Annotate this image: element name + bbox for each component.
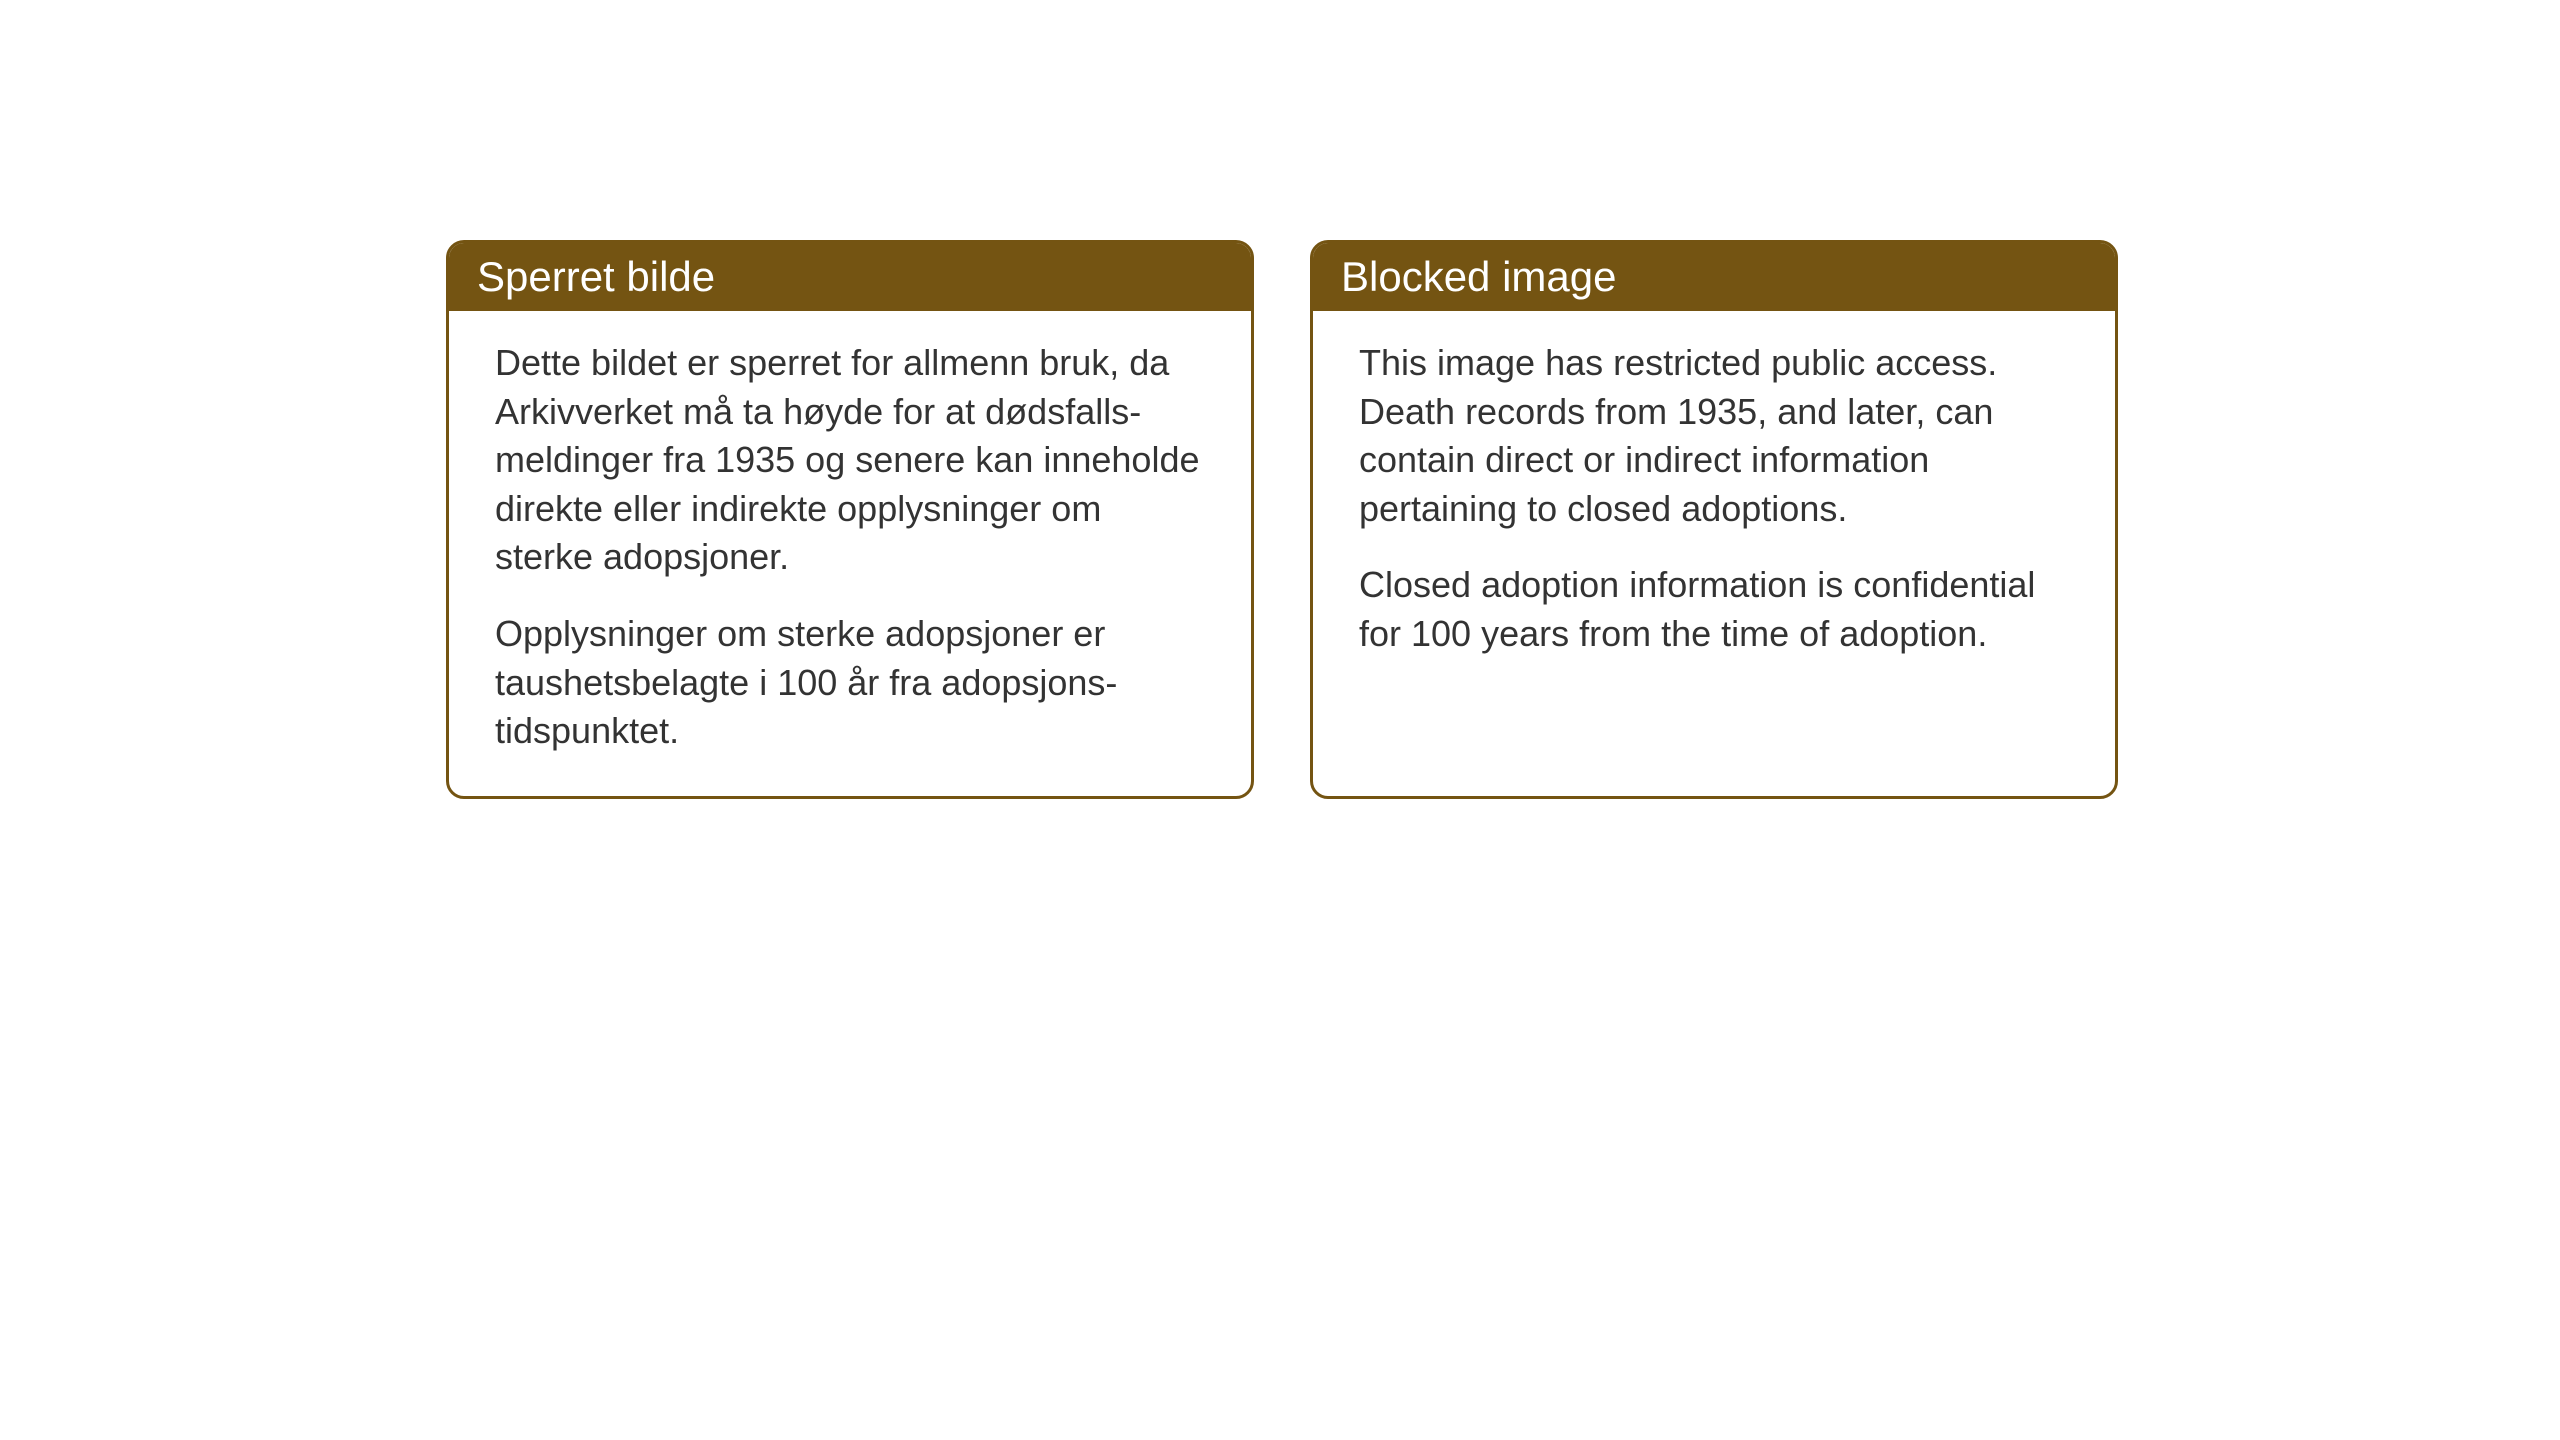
card-body-english: This image has restricted public access.… bbox=[1313, 311, 2115, 753]
card-header-english: Blocked image bbox=[1313, 243, 2115, 311]
notice-cards-container: Sperret bilde Dette bildet er sperret fo… bbox=[446, 240, 2118, 799]
notice-card-norwegian: Sperret bilde Dette bildet er sperret fo… bbox=[446, 240, 1254, 799]
card-paragraph-norwegian-1: Dette bildet er sperret for allmenn bruk… bbox=[495, 339, 1205, 582]
card-paragraph-english-1: This image has restricted public access.… bbox=[1359, 339, 2069, 533]
card-title-english: Blocked image bbox=[1341, 253, 1616, 300]
card-body-norwegian: Dette bildet er sperret for allmenn bruk… bbox=[449, 311, 1251, 796]
card-title-norwegian: Sperret bilde bbox=[477, 253, 715, 300]
notice-card-english: Blocked image This image has restricted … bbox=[1310, 240, 2118, 799]
card-paragraph-norwegian-2: Opplysninger om sterke adopsjoner er tau… bbox=[495, 610, 1205, 756]
card-header-norwegian: Sperret bilde bbox=[449, 243, 1251, 311]
card-paragraph-english-2: Closed adoption information is confident… bbox=[1359, 561, 2069, 658]
